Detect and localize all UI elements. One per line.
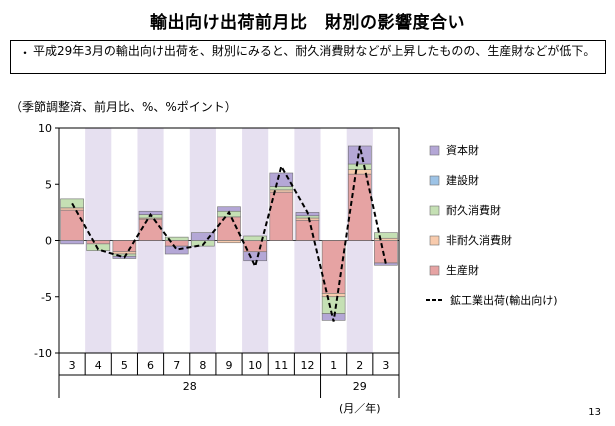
y-tick-label: 0 [45, 235, 52, 248]
bar-segment [295, 219, 320, 241]
x-tick-label: 6 [147, 359, 154, 372]
legend-label: 生産財 [446, 263, 479, 277]
bar-segment [164, 245, 189, 255]
x-tick-label: 12 [300, 359, 314, 372]
x-tick-label: 10 [248, 359, 262, 372]
bar-segment [60, 198, 84, 209]
bar-segment [269, 189, 294, 193]
note-text: 平成29年3月の輸出向け出荷を、財別にみると、耐久消費財などが上昇したものの、生… [33, 44, 596, 58]
bar-segment [374, 237, 398, 241]
bar-segment [347, 169, 372, 175]
bar-segment [295, 217, 320, 221]
legend-swatch [429, 235, 440, 246]
x-tick-label: 9 [226, 359, 233, 372]
bar-segment [243, 251, 267, 262]
line-series [71, 145, 387, 322]
x-tick-label: 2 [356, 359, 363, 372]
bar-segment [243, 235, 267, 241]
bar-segment [60, 209, 84, 241]
year-label: 29 [353, 380, 367, 393]
summary-note: ・ 平成29年3月の輸出向け出荷を、財別にみると、耐久消費財などが上昇したものの… [10, 40, 606, 74]
bar-segment [86, 243, 111, 251]
y-tick-label: -5 [41, 291, 52, 304]
bar-segment [191, 232, 215, 241]
bar-segment [347, 163, 372, 170]
bar-segment [217, 240, 241, 244]
bar-segment [112, 240, 137, 253]
bar-segment [164, 236, 189, 241]
x-tick-label: 8 [199, 359, 206, 372]
x-tick-label: 3 [382, 359, 389, 372]
bar-segment [112, 251, 137, 255]
bar-segment [138, 218, 163, 241]
bar-segment [60, 240, 84, 245]
legend-label: 資本財 [446, 143, 479, 157]
y-tick-label: 5 [45, 178, 52, 191]
x-tick-label: 11 [274, 359, 288, 372]
x-tick-label: 4 [95, 359, 102, 372]
legend-label: 建設財 [446, 173, 479, 187]
bar-segment [295, 215, 320, 219]
legend-label: 鉱工業出荷(輸出向け) [450, 293, 558, 307]
year-label: 28 [183, 380, 197, 393]
bar-segment [217, 206, 241, 212]
x-tick-label: 1 [330, 359, 337, 372]
bar-segment [374, 232, 398, 239]
y-tick-label: 10 [38, 122, 52, 135]
legend-swatch [429, 175, 440, 186]
x-tick-label: 7 [173, 359, 180, 372]
legend-label: 非耐久消費財 [446, 233, 512, 247]
legend-swatch [429, 205, 440, 216]
export-shipments-line [71, 145, 387, 322]
bar-segment [86, 240, 111, 245]
legend-swatch [429, 145, 440, 156]
page-number: 13 [588, 407, 601, 418]
bar-segment [269, 172, 294, 187]
bar-segment [321, 293, 346, 298]
unit-label: （季節調整済、前月比、%、%ポイント） [10, 100, 237, 114]
bar-segment [164, 240, 189, 247]
bar-segment [321, 296, 346, 314]
note-bullet: ・ [19, 46, 32, 60]
page-title: 輸出向け出荷前月比 財別の影響度合い [150, 13, 465, 33]
x-tick-label: 5 [121, 359, 128, 372]
x-tick-label: 3 [69, 359, 76, 372]
legend-swatch [429, 265, 440, 276]
bar-segment [60, 207, 84, 211]
legend-label: 耐久消費財 [446, 203, 501, 217]
x-unit-label: (月／年) [339, 401, 381, 415]
bar-segment [269, 186, 294, 191]
y-tick-label: -10 [34, 347, 52, 360]
